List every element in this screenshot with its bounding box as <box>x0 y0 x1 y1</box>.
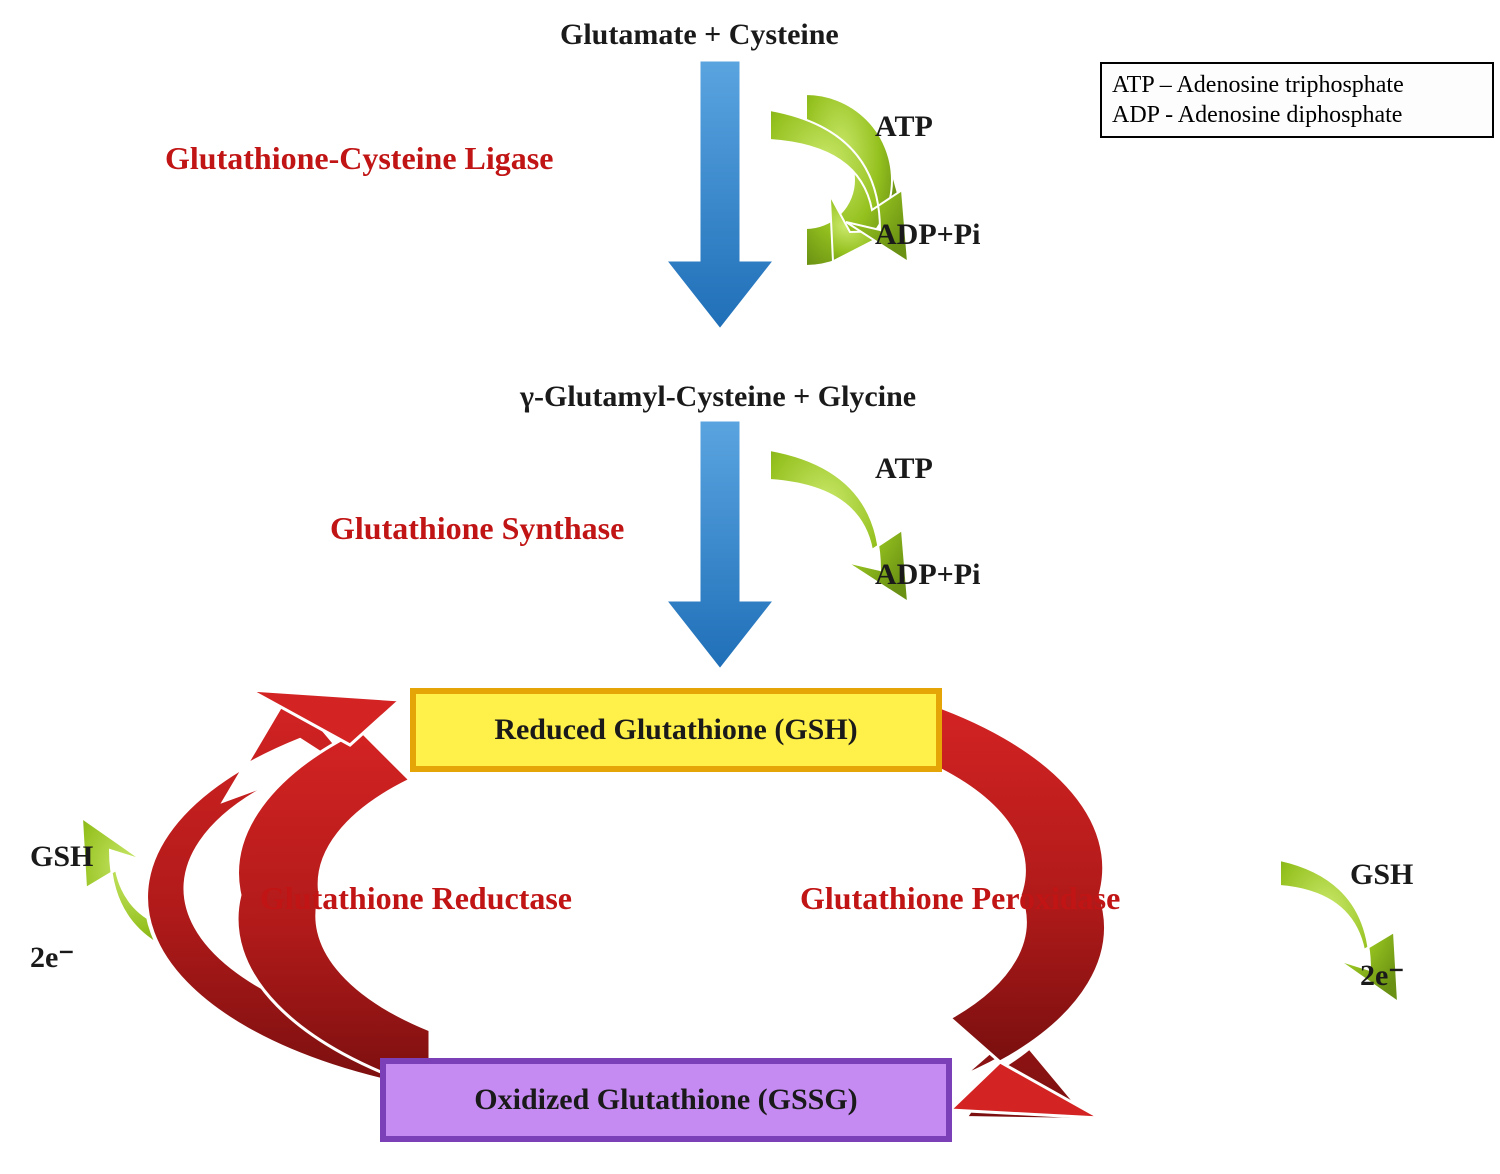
left-gsh: GSH <box>30 840 93 874</box>
enzyme-2: Glutathione Synthase <box>330 510 624 547</box>
atp-1: ATP <box>875 110 933 144</box>
gsh-box: Reduced Glutathione (GSH) <box>410 688 942 772</box>
intermediate: γ-Glutamyl-Cysteine + Glycine <box>520 380 916 414</box>
legend-line-1: ATP – Adenosine triphosphate <box>1112 70 1482 100</box>
reductase-label: Glutathione Reductase <box>260 880 572 917</box>
reactants-top: Glutamate + Cysteine <box>560 18 839 52</box>
right-2e: 2e⁻ <box>1360 958 1404 993</box>
gssg-box: Oxidized Glutathione (GSSG) <box>380 1058 952 1142</box>
peroxidase-label: Glutathione Peroxidase <box>800 880 1120 917</box>
green-curve-left <box>82 818 200 960</box>
right-gsh: GSH <box>1350 858 1413 892</box>
atp-2: ATP <box>875 452 933 486</box>
adp-1: ADP+Pi <box>875 218 980 252</box>
blue-arrow-2 <box>665 420 775 670</box>
blue-arrow-1 <box>665 60 775 330</box>
legend-line-2: ADP - Adenosine diphosphate <box>1112 100 1482 130</box>
enzyme-1: Glutathione-Cysteine Ligase <box>165 140 553 177</box>
legend-box: ATP – Adenosine triphosphate ADP - Adeno… <box>1100 62 1494 138</box>
diagram-stage: Glutamate + Cysteine Glutathione-Cystein… <box>0 0 1500 1174</box>
adp-2: ADP+Pi <box>875 558 980 592</box>
left-2e: 2e⁻ <box>30 940 74 975</box>
